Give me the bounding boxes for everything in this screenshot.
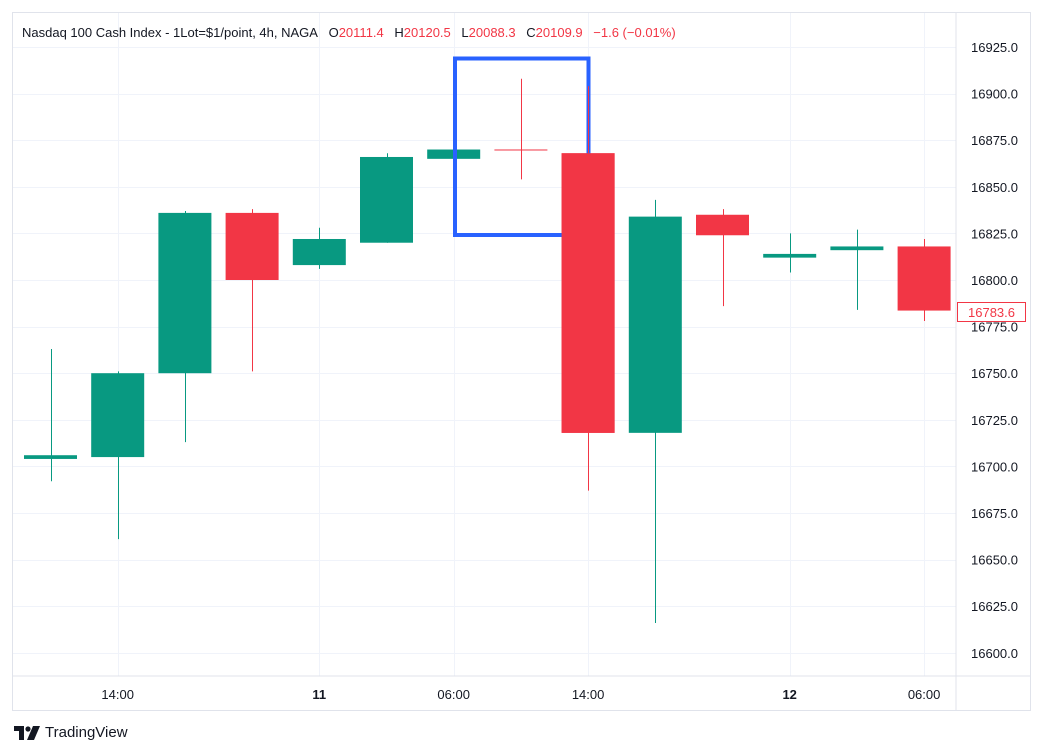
candle[interactable] [91,371,145,540]
high-label: H [394,25,404,40]
candle-body [225,212,279,280]
price-tick-label: 16675.0 [971,506,1018,521]
close-label: C [526,25,536,40]
candle[interactable] [292,227,346,269]
price-tick-label: 16700.0 [971,459,1018,474]
candle-body [91,373,145,458]
time-axis[interactable]: 14:00 11 06:00 14:00 12 06:00 [101,687,940,702]
candle[interactable] [494,78,548,180]
close-value: 20109.9 [535,25,583,40]
symbol-legend: Nasdaq 100 Cash Index - 1Lot=$1/point, 4… [22,25,676,40]
tradingview-logo-icon [14,725,40,740]
price-tick-label: 16750.0 [971,366,1018,381]
high-value: 20120.5 [403,25,451,40]
price-tick-label: 16725.0 [971,413,1018,428]
candle-body-overlay [561,153,615,433]
last-price-label: 16783.6 [957,302,1026,322]
candle[interactable] [360,153,413,243]
time-tick-label: 11 [312,687,326,702]
time-tick-label: 14:00 [101,687,134,702]
candle-body [763,253,817,258]
time-tick-label: 12 [782,687,796,702]
candle[interactable] [225,209,279,372]
highlight-box[interactable] [453,56,615,433]
price-tick-label: 16600.0 [971,646,1018,661]
low-value: 20088.3 [468,25,516,40]
candle-body [897,246,951,311]
time-tick-label: 14:00 [572,687,605,702]
price-tick-label: 16900.0 [971,87,1018,102]
candle[interactable] [763,233,817,273]
price-tick-label: 16850.0 [971,180,1018,195]
candle[interactable] [158,211,212,443]
candle[interactable] [897,238,951,322]
candle-body [292,238,346,266]
open-value: 20111.4 [338,25,384,40]
price-tick-label: 16925.0 [971,40,1018,55]
price-tick-label: 16800.0 [971,273,1018,288]
price-axis[interactable]: 16600.0 16625.0 16650.0 16675.0 16700.0 16725… [971,40,1018,661]
price-tick-label: 16775.0 [971,320,1018,335]
candle-body [158,212,212,374]
candle-body [696,214,749,236]
candle-body [24,455,77,459]
price-tick-label: 16650.0 [971,553,1018,568]
candle-body [494,149,548,151]
candles [24,78,951,623]
price-tick-label: 16875.0 [971,133,1018,148]
candle-body [830,246,884,251]
candle-body [360,156,413,243]
candle[interactable] [628,199,682,623]
low-label: L [461,25,469,40]
candle-body [628,216,682,433]
tradingview-name: TradingView [45,724,128,741]
time-tick-label: 06:00 [908,687,941,702]
price-tick-label: 16625.0 [971,599,1018,614]
open-label: O [328,25,339,40]
candle[interactable] [830,229,884,310]
time-tick-label: 06:00 [437,687,470,702]
grid-lines [13,13,956,676]
candle[interactable] [696,209,749,307]
symbol-title: Nasdaq 100 Cash Index - 1Lot=$1/point, 4… [22,25,318,40]
candle[interactable] [24,348,77,482]
price-tick-label: 16825.0 [971,226,1018,241]
change-value: −1.6 (−0.01%) [593,25,676,40]
chart-frame [12,12,1031,711]
tradingview-branding[interactable]: TradingView [14,724,128,741]
